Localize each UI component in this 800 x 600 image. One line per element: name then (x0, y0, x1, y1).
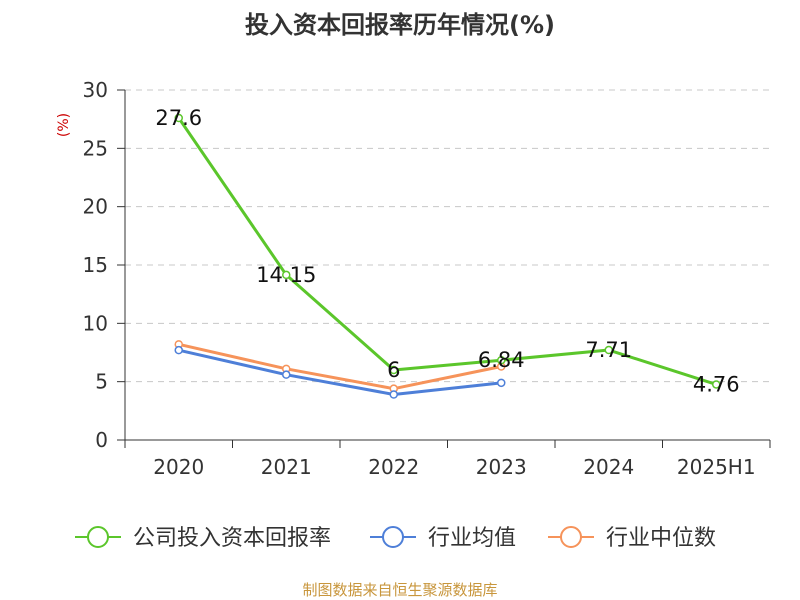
y-tick-label: 5 (95, 370, 108, 394)
series-line (178, 348, 502, 396)
data-label: 6.84 (478, 348, 525, 372)
chart-title: 投入资本回报率历年情况(%) (245, 11, 555, 39)
series-line (177, 117, 717, 386)
data-label: 4.76 (693, 372, 740, 396)
legend-marker (382, 526, 404, 548)
y-tick-label: 30 (83, 78, 108, 102)
y-tick-label: 0 (95, 428, 108, 452)
data-point (712, 380, 721, 389)
x-tick-label: 2020 (153, 455, 204, 479)
data-point (497, 355, 506, 365)
y-tick-label: 15 (83, 253, 108, 277)
legend-marker (87, 526, 109, 548)
x-tick-label: 2024 (583, 455, 634, 479)
data-point (282, 370, 291, 379)
legend-marker (560, 526, 582, 548)
data-point (282, 270, 291, 280)
data-label: 6 (387, 358, 400, 382)
data-label: 14.15 (256, 263, 316, 287)
data-point (389, 390, 398, 399)
data-label: 27.6 (155, 106, 202, 130)
data-point (497, 378, 506, 388)
y-tick-label: 20 (83, 195, 108, 219)
series-layer: 27.6 14.15 6 6.84 7.71 4.76 (155, 106, 740, 399)
axes: 0 5 10 15 20 25 30 2020 2021 2022 2023 2024 2025H1 (83, 78, 771, 479)
x-tick-label: 2025H1 (677, 455, 756, 479)
grid-lines (125, 89, 770, 383)
source-note: 制图数据来自恒生聚源数据库 (302, 581, 497, 599)
legend-label: 行业均值 (428, 526, 516, 551)
x-tick-label: 2022 (368, 455, 419, 479)
legend-label: 公司投入资本回报率 (133, 526, 331, 551)
data-label: 7.71 (585, 338, 632, 362)
legend-label: 行业中位数 (606, 526, 716, 551)
data-point (604, 345, 613, 355)
data-point (389, 365, 398, 375)
data-point (174, 345, 183, 355)
data-point (174, 113, 183, 123)
y-tick-label: 25 (83, 136, 108, 160)
series-line (178, 342, 502, 391)
x-tick-label: 2023 (476, 455, 527, 479)
y-tick-label: 10 (83, 311, 108, 335)
x-tick-label: 2021 (261, 455, 312, 479)
legend: 公司投入资本回报率 行业均值 行业中位数 (75, 526, 716, 551)
y-axis-unit-label: (%) (56, 113, 72, 137)
